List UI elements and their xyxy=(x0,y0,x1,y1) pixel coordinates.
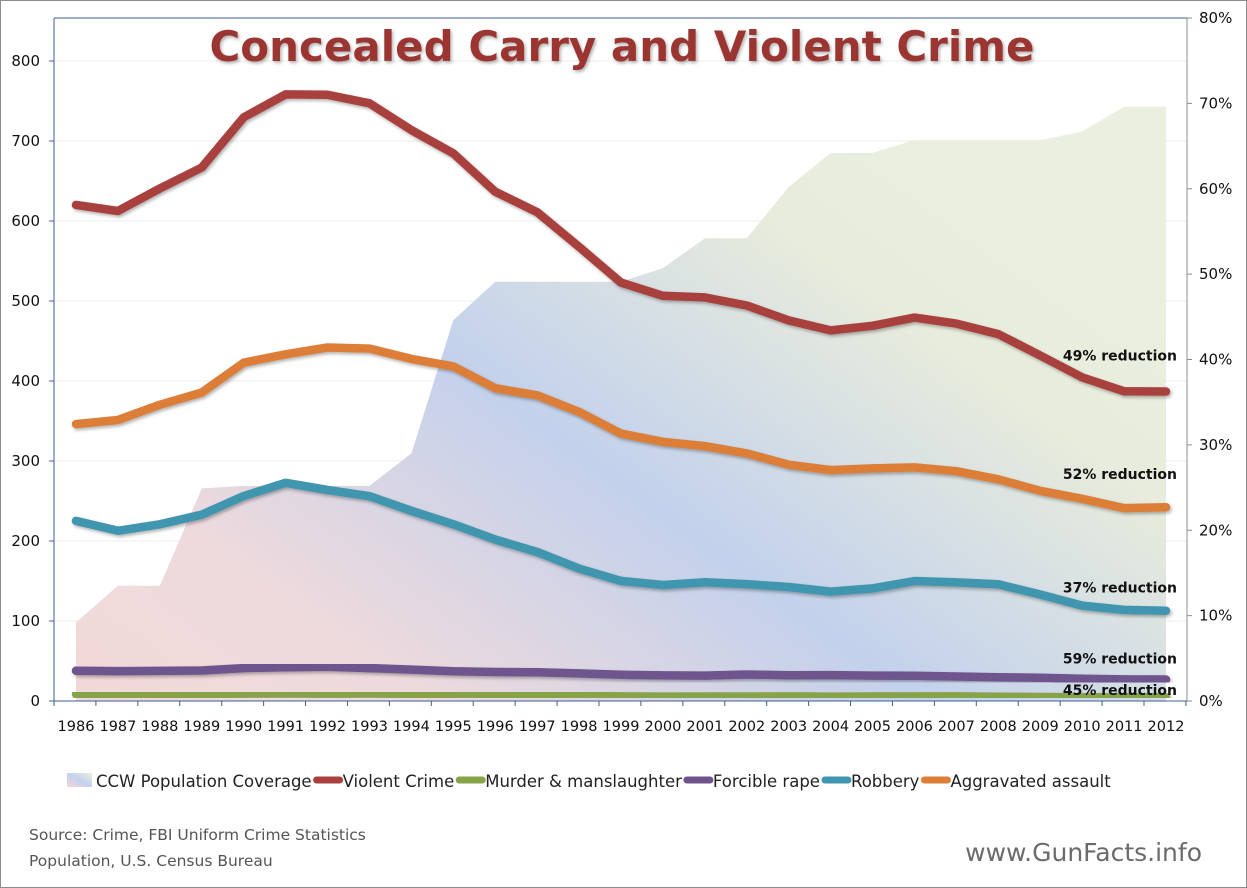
legend-label: Violent Crime xyxy=(343,772,455,791)
ccw-coverage-area xyxy=(76,106,1166,702)
legend-label: Aggravated assault xyxy=(950,772,1111,791)
y2-tick-label: 20% xyxy=(1199,521,1232,539)
x-tick-label: 1997 xyxy=(519,719,556,735)
legend-label: Murder & manslaughter xyxy=(485,772,682,791)
legend-label: Robbery xyxy=(851,772,920,791)
source-line-2: Population, U.S. Census Bureau xyxy=(29,852,273,870)
legend-swatch-ccw xyxy=(67,773,92,787)
x-tick-label: 1995 xyxy=(435,719,472,735)
y2-tick-label: 60% xyxy=(1199,180,1232,198)
x-tick-label: 2001 xyxy=(686,719,723,735)
x-tick-label: 2005 xyxy=(854,719,891,735)
chart-title: Concealed Carry and Violent Crime xyxy=(209,22,1034,71)
reduction-annotation: 49% reduction xyxy=(1063,348,1177,364)
series-line-robbery xyxy=(71,478,1171,615)
x-tick-label: 1992 xyxy=(309,719,346,735)
x-tick-label: 2000 xyxy=(644,719,681,735)
series-line-violent-crime xyxy=(71,90,1171,396)
y-tick-label: 200 xyxy=(11,532,40,550)
x-tick-label: 1993 xyxy=(351,719,388,735)
x-tick-label: 2008 xyxy=(980,719,1017,735)
x-tick-label: 2004 xyxy=(812,719,849,735)
reduction-annotation: 37% reduction xyxy=(1063,581,1177,597)
x-tick-label: 1999 xyxy=(603,719,640,735)
x-tick-label: 1991 xyxy=(267,719,304,735)
source-line-1: Source: Crime, FBI Uniform Crime Statist… xyxy=(29,826,366,844)
x-tick-label: 1994 xyxy=(393,719,430,735)
series-line-murder-manslaughter xyxy=(71,688,1171,702)
series-line-aggravated-assault xyxy=(71,343,1171,513)
y2-tick-label: 50% xyxy=(1199,265,1232,283)
x-tick-label: 2012 xyxy=(1148,719,1185,735)
y-tick-label: 700 xyxy=(11,132,40,150)
x-tick-label: 1986 xyxy=(58,719,95,735)
reduction-annotation: 45% reduction xyxy=(1063,683,1177,699)
x-tick-label: 1989 xyxy=(183,719,220,735)
x-tick-label: 1996 xyxy=(477,719,514,735)
watermark: www.GunFacts.info xyxy=(965,838,1202,867)
y2-tick-label: 0% xyxy=(1199,692,1223,710)
y2-tick-label: 30% xyxy=(1199,436,1232,454)
x-tick-label: 2007 xyxy=(938,719,975,735)
x-tick-label: 1988 xyxy=(141,719,178,735)
x-tick-label: 2011 xyxy=(1106,719,1143,735)
y-tick-label: 800 xyxy=(11,52,40,70)
y-tick-label: 500 xyxy=(11,292,40,310)
x-tick-label: 2009 xyxy=(1022,719,1059,735)
y2-tick-label: 70% xyxy=(1199,94,1232,112)
y2-tick-label: 80% xyxy=(1199,9,1232,27)
reduction-annotation: 59% reduction xyxy=(1063,651,1177,667)
legend-label: Forcible rape xyxy=(713,772,820,791)
x-tick-label: 2002 xyxy=(728,719,765,735)
x-tick-label: 1987 xyxy=(99,719,136,735)
y-tick-label: 0 xyxy=(30,692,40,710)
annotations: 49% reduction 52% reduction 37% reduction 5… xyxy=(1063,348,1177,699)
x-tick-label: 1990 xyxy=(225,719,262,735)
y-tick-label: 300 xyxy=(11,452,40,470)
y2-tick-label: 10% xyxy=(1199,607,1232,625)
axes: 0 100 200 300 400 500 600 700 800 0% 10% 20% 30% 40% 5… xyxy=(11,9,1232,735)
reduction-annotation: 52% reduction xyxy=(1063,467,1177,483)
y-tick-label: 400 xyxy=(11,372,40,390)
x-tick-label: 2010 xyxy=(1064,719,1101,735)
x-tick-label: 1998 xyxy=(561,719,598,735)
series-lines xyxy=(71,90,1171,702)
y2-tick-label: 40% xyxy=(1199,351,1232,369)
legend: CCW Population Coverage Violent Crime Murd… xyxy=(67,772,1111,791)
y-tick-label: 100 xyxy=(11,612,40,630)
y-tick-label: 600 xyxy=(11,212,40,230)
x-tick-label: 2003 xyxy=(770,719,807,735)
legend-label: CCW Population Coverage xyxy=(96,772,312,791)
x-tick-label: 2006 xyxy=(896,719,933,735)
series-line-forcible-rape xyxy=(71,662,1171,684)
